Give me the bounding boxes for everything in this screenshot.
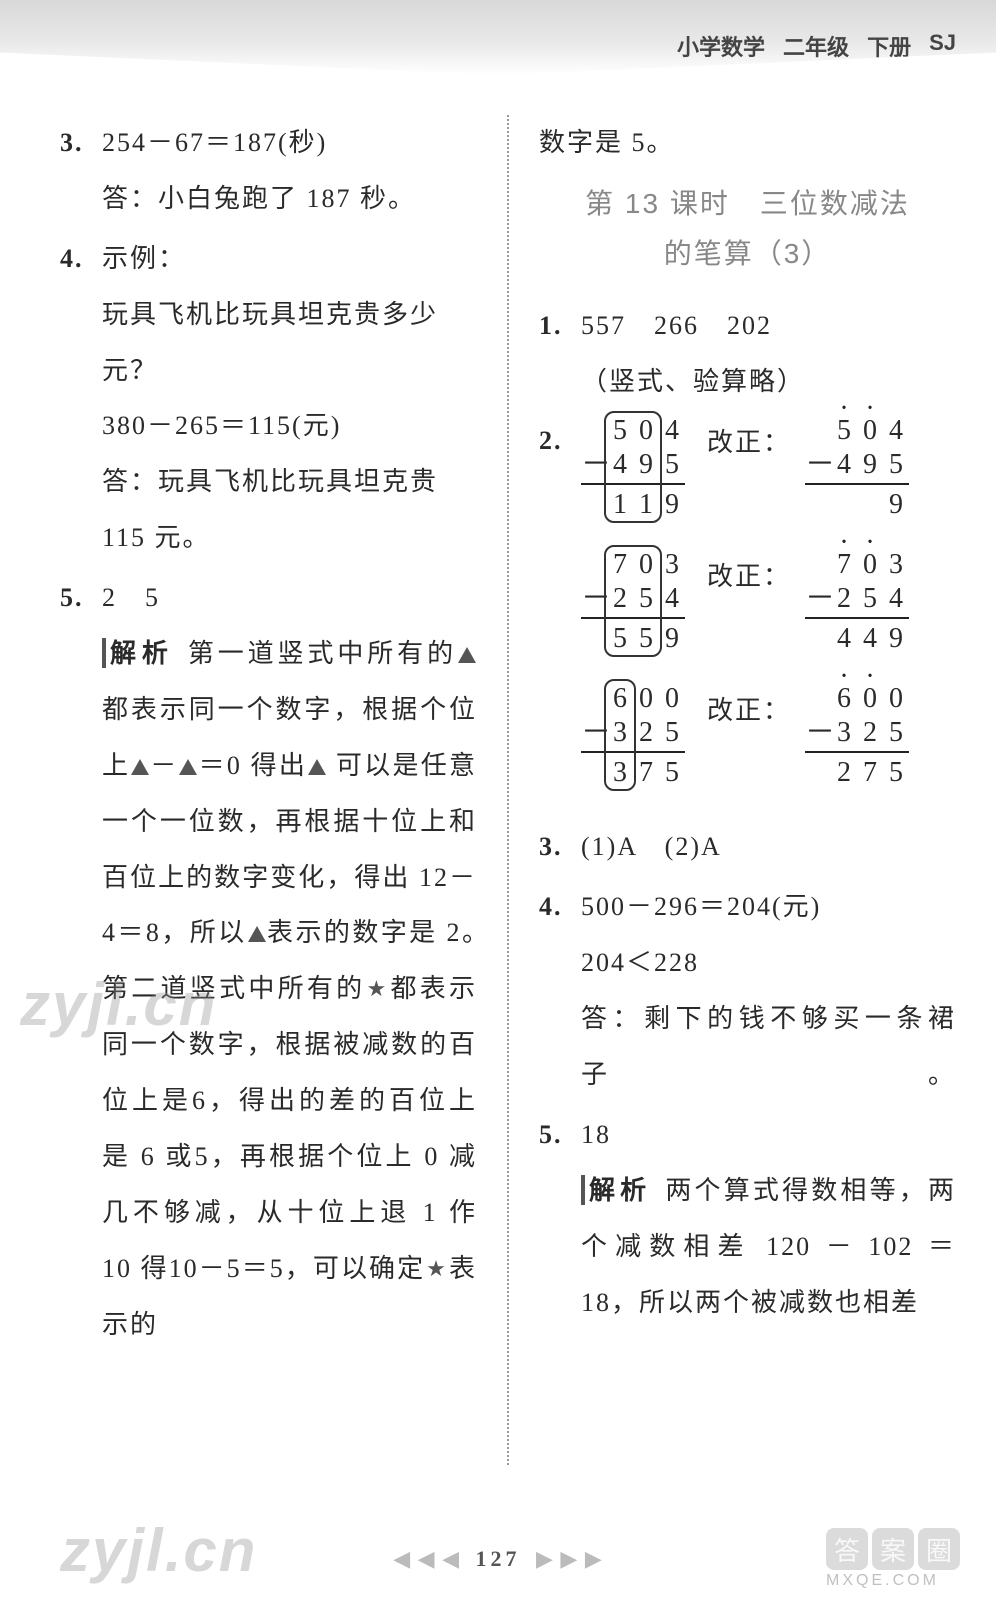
q3-num: 3. [60,115,102,227]
calc-correct: 504－4959 [805,413,909,521]
q5-t1: 第一道竖式中所有的 [188,639,457,668]
star-icon: ★ [426,1245,448,1292]
r-q2-num: 2. [539,413,581,815]
q4-ans: 答：玩具飞机比玩具坦克贵115 元。 [102,454,477,566]
content: 3. 254－67＝187(秒) 答：小白兔跑了 187 秒。 4. 示例： 玩… [0,75,996,1495]
calc-row: 600－325375 改正：600－325275 [581,681,956,789]
q4-question: 玩具飞机比玩具坦克贵多少元？ [102,287,477,399]
r-q5: 5. 18 解析两个算式得数相等，两个减数相差 120 － 102 ＝ 18，所… [539,1107,956,1331]
analysis-label: 解析 [102,638,178,668]
q4-eq: 380－265＝115(元) [102,398,477,454]
continuation: 数字是 5。 [539,115,956,171]
page-footer: ◀ ◀ ◀ 127 ▶ ▶ ▶ [0,1546,996,1572]
r-q1-num: 1. [539,298,581,410]
r-q3-num: 3. [539,819,581,875]
star-icon: ★ [366,965,388,1012]
q5-vals: 2 5 [102,570,477,626]
correct-label: 改正： [707,413,791,471]
r-q4: 4. 500－296＝204(元) 204＜228 答：剩下的钱不够买一条裙子。 [539,879,956,1103]
r-q3: 3. (1)A (2)A [539,819,956,875]
triangle-icon [308,759,326,775]
header-edition: SJ [929,30,956,62]
page-number: 127 [476,1546,521,1571]
q4-lead: 示例： [102,231,477,287]
triangle-icon [248,926,266,942]
r-q5-analysis: 解析两个算式得数相等，两个减数相差 120 － 102 ＝ 18，所以两个被减数… [581,1163,956,1331]
q4: 4. 示例： 玩具飞机比玩具坦克贵多少元？ 380－265＝115(元) 答：玩… [60,231,477,566]
right-column: 数字是 5。 第 13 课时 三位数减法 的笔算（3） 1. 557 266 2… [509,115,956,1495]
calc-wrong: 703－254559 [581,547,685,655]
brand-site: MXQE.COM [826,1572,976,1590]
section-line1: 第 13 课时 三位数减法 [539,179,956,229]
q5-t3: － [150,751,178,780]
q3-ans: 答：小白兔跑了 187 秒。 [102,171,477,227]
triangle-icon [458,647,476,663]
header-grade: 二年级 [783,30,849,62]
header-text: 小学数学 二年级 下册 SJ [677,30,956,62]
left-column: 3. 254－67＝187(秒) 答：小白兔跑了 187 秒。 4. 示例： 玩… [60,115,507,1495]
q5-t7: 都表示同一个数字，根据被减数的百位上是6，得出的差的百位上是 6 或5，再根据个… [102,974,477,1282]
calc-row: 703－254559 改正：703－254449 [581,547,956,655]
calc-row: 504－495119 改正：504－4959 [581,413,956,521]
r-q1: 1. 557 266 202 （竖式、验算略） [539,298,956,410]
q3: 3. 254－67＝187(秒) 答：小白兔跑了 187 秒。 [60,115,477,227]
calc-wrong: 504－495119 [581,413,685,521]
calc-wrong: 600－325375 [581,681,685,789]
r-q5-val: 18 [581,1107,956,1163]
q3-eq: 254－67＝187(秒) [102,115,477,171]
r-q4-cmp: 204＜228 [581,935,956,991]
q5-analysis: 解析第一道竖式中所有的都表示同一个数字，根据个位上－＝0 得出 可以是任意一个一… [102,626,477,1353]
r-q3-text: (1)A (2)A [581,819,956,875]
r-q4-num: 4. [539,879,581,1103]
analysis-label: 解析 [581,1175,655,1205]
calc-correct: 703－254449 [805,547,909,655]
q4-num: 4. [60,231,102,566]
r-q5-num: 5. [539,1107,581,1331]
footer-tri-right: ▶ ▶ ▶ [536,1546,603,1571]
section-title: 第 13 课时 三位数减法 的笔算（3） [539,179,956,280]
header-subject: 小学数学 [677,30,765,62]
r-q1-vals: 557 266 202 [581,298,956,354]
triangle-icon [131,759,149,775]
r-q2: 2. 504－495119改正：504－4959703－254559改正：703… [539,413,956,815]
triangle-icon [179,759,197,775]
r-q1-note: （竖式、验算略） [581,354,956,410]
correct-label: 改正： [707,547,791,605]
r-q4-ans: 答：剩下的钱不够买一条裙子。 [581,991,956,1103]
footer-tri-left: ◀ ◀ ◀ [393,1546,460,1571]
calc-correct: 600－325275 [805,681,909,789]
header-volume: 下册 [867,30,911,62]
q5: 5. 2 5 解析第一道竖式中所有的都表示同一个数字，根据个位上－＝0 得出 可… [60,570,477,1352]
correct-label: 改正： [707,681,791,739]
header-band: 小学数学 二年级 下册 SJ [0,0,996,75]
section-line2: 的笔算（3） [539,229,956,279]
r-q4-eq: 500－296＝204(元) [581,879,956,935]
q5-num: 5. [60,570,102,1352]
q5-t4: ＝0 得出 [198,751,307,780]
